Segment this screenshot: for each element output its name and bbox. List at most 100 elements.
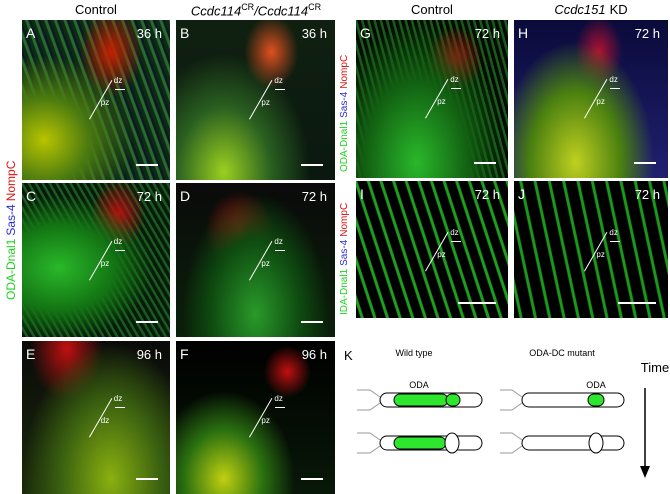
scale-bar bbox=[301, 321, 323, 323]
panel-letter: D bbox=[180, 188, 191, 204]
time-label: 36 h bbox=[136, 26, 162, 41]
column-header: Ccdc151 KD bbox=[514, 2, 668, 17]
time-label: 96 h bbox=[136, 347, 162, 362]
panel-letter: B bbox=[180, 25, 190, 41]
stain-label: IDA-Dnal1 Sas-4 NompC bbox=[339, 200, 350, 315]
stain-label: ODA-Dnal1 Sas-4 NompC bbox=[339, 52, 350, 172]
panel-letter: I bbox=[360, 186, 364, 202]
zone-label: pz bbox=[261, 258, 270, 268]
header-part: Control bbox=[411, 2, 453, 17]
panel-letter: K bbox=[344, 348, 353, 363]
panel-letter: A bbox=[26, 25, 36, 41]
stain-part: Sas-4 bbox=[339, 239, 350, 266]
zone-label: dz bbox=[274, 76, 283, 85]
header-part: Control bbox=[75, 2, 117, 17]
stain-part: NompC bbox=[4, 160, 18, 202]
image-panel: I 72 h dz pz bbox=[356, 181, 508, 318]
zone-label: dz bbox=[450, 227, 459, 237]
zone-label: dz bbox=[274, 394, 283, 404]
time-label: 72 h bbox=[474, 187, 500, 202]
zone-label: pz bbox=[437, 97, 446, 107]
zone-label: pz bbox=[596, 97, 605, 107]
image-panel: C 72 h dz pz bbox=[22, 183, 170, 337]
image-panel: A 36 h dz pz bbox=[22, 20, 170, 180]
zone-label: pz bbox=[100, 258, 110, 268]
scale-bar bbox=[301, 164, 323, 166]
column-label: ODA-DC mutant bbox=[529, 348, 595, 358]
image-panel: F 96 h dz pz bbox=[176, 341, 335, 494]
zone-label: dz bbox=[113, 236, 123, 246]
scale-bar bbox=[458, 302, 496, 304]
header-part: Ccdc114 bbox=[190, 3, 242, 19]
zone-label: dz bbox=[609, 75, 618, 85]
zone-label: dz bbox=[609, 227, 618, 237]
panel-letter: H bbox=[518, 25, 529, 41]
zone-label: pz bbox=[100, 98, 110, 107]
arrow bbox=[451, 240, 462, 242]
column-header: Control bbox=[22, 2, 170, 17]
image-panel: H 72 h dz pz bbox=[514, 20, 668, 178]
image-panel: E 96 h dz dz bbox=[22, 341, 170, 494]
panel-letter: F bbox=[180, 346, 189, 362]
image-panel: D 72 h dz pz bbox=[176, 183, 335, 337]
arrow bbox=[275, 407, 286, 409]
column-label: Wild type bbox=[395, 348, 432, 358]
arrowhead bbox=[640, 466, 650, 478]
header-part: CR bbox=[241, 2, 255, 12]
time-label: 72 h bbox=[136, 189, 162, 204]
scale-bar bbox=[474, 162, 496, 164]
time-label: 96 h bbox=[301, 347, 327, 362]
zone-label: dz bbox=[113, 76, 123, 85]
image-panel: J 72 h dz pz bbox=[514, 181, 668, 318]
stain-part: ODA-Dnal1 bbox=[339, 120, 350, 172]
arrow bbox=[275, 89, 286, 90]
zone-label: pz bbox=[261, 98, 270, 107]
scale-bar bbox=[618, 302, 656, 304]
panel-letter: G bbox=[360, 25, 371, 41]
cells bbox=[379, 392, 625, 454]
stain-part: NompC bbox=[339, 54, 350, 89]
axis-label: Time bbox=[641, 360, 669, 375]
image-panel: B 36 h dz pz bbox=[176, 20, 335, 180]
time-label: 72 h bbox=[474, 26, 500, 41]
image-panel: G 72 h dz pz bbox=[356, 20, 508, 178]
scale-bar bbox=[301, 478, 323, 480]
scale-bar bbox=[136, 478, 158, 480]
zone-label: dz bbox=[450, 75, 459, 85]
stain-label: ODA-Dnal1 Sas-4 NompC bbox=[4, 158, 18, 300]
header-part: CR bbox=[308, 2, 322, 12]
zone-label: dz bbox=[100, 416, 110, 426]
stain-part: Sas-4 bbox=[4, 204, 18, 236]
zone-label: dz bbox=[113, 394, 123, 404]
time-label: 72 h bbox=[301, 189, 327, 204]
arrow bbox=[610, 240, 621, 242]
scale-bar bbox=[634, 162, 656, 164]
stain-part: ODA-Dnal1 bbox=[4, 238, 18, 300]
arrow bbox=[114, 249, 125, 251]
scale-bar bbox=[136, 321, 158, 323]
scale-bar bbox=[136, 164, 158, 166]
arrow bbox=[114, 89, 125, 90]
panel-letter: E bbox=[26, 346, 36, 362]
panel-letter: C bbox=[26, 188, 37, 204]
arrow bbox=[275, 249, 286, 251]
time-label: 72 h bbox=[634, 187, 660, 202]
column-header: Ccdc114CR/Ccdc114CR bbox=[176, 2, 336, 18]
column-header: Control bbox=[356, 2, 508, 17]
header-part: KD bbox=[609, 2, 628, 17]
zone-label: pz bbox=[437, 249, 446, 259]
time-label: 36 h bbox=[301, 26, 327, 41]
time-label: 72 h bbox=[634, 26, 660, 41]
panel-letter: J bbox=[518, 186, 525, 202]
zone-label: dz bbox=[274, 236, 283, 246]
header-part: /Ccdc114 bbox=[254, 3, 309, 19]
stain-part: IDA-Dnal1 bbox=[339, 268, 350, 315]
arrow bbox=[114, 407, 125, 409]
oda-label: ODA bbox=[409, 380, 429, 390]
oda-label: ODA bbox=[586, 380, 606, 390]
stain-part: Sas-4 bbox=[339, 91, 350, 118]
zone-label: pz bbox=[596, 249, 605, 259]
header-part: Ccdc151 bbox=[554, 2, 606, 17]
zone-label: pz bbox=[261, 416, 270, 426]
